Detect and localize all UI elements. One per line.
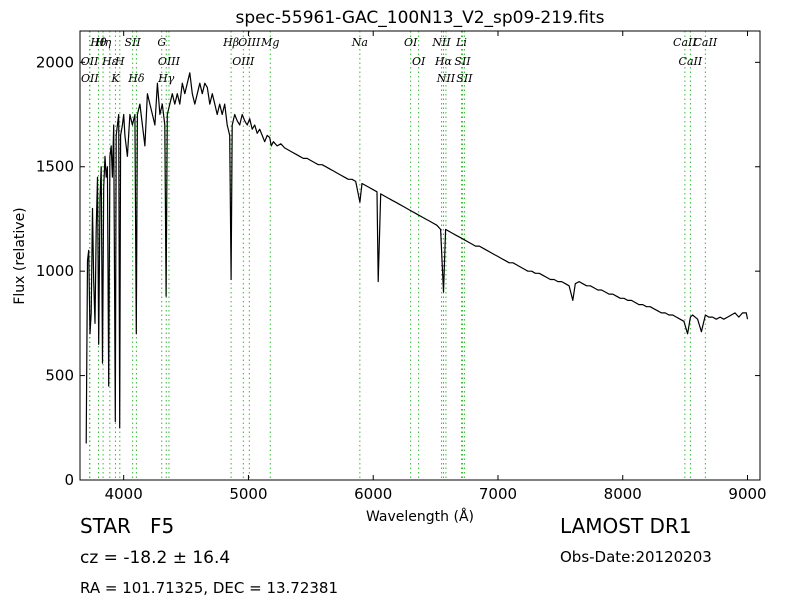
line-label: OI <box>404 36 418 49</box>
axis-ticks: 4000 5000 6000 7000 8000 9000 0 500 1000 1500 2000 <box>36 31 767 503</box>
line-label: Mg <box>260 36 279 49</box>
line-label: OIII <box>158 55 181 68</box>
line-label: Hγ <box>157 72 175 85</box>
x-tick-label: 4000 <box>105 485 143 503</box>
line-label: Li <box>455 36 467 49</box>
line-label: SII <box>454 55 471 68</box>
x-tick-label: 7000 <box>479 485 517 503</box>
line-label: OII <box>81 72 99 85</box>
chart-title: spec-55961-GAC_100N13_V2_sp09-219.fits <box>235 8 604 28</box>
line-label: Hη <box>94 36 112 49</box>
line-label: OI <box>412 55 426 68</box>
plot-frame <box>79 30 761 481</box>
line-label: SII <box>125 36 142 49</box>
line-label: NII <box>431 36 451 49</box>
x-tick-label: 6000 <box>354 485 392 503</box>
y-tick-label: 1000 <box>36 262 74 280</box>
line-label: Hβ <box>222 36 239 49</box>
line-label: Hε <box>101 55 118 68</box>
line-label: CaII <box>694 36 718 49</box>
x-tick-label: 9000 <box>728 485 766 503</box>
y-tick-label: 2000 <box>36 53 74 71</box>
line-marker-group <box>89 31 706 480</box>
x-axis-label: Wavelength (Å) <box>366 508 474 525</box>
line-label: H <box>114 55 125 68</box>
line-label: Hθ <box>89 36 107 49</box>
y-tick-label: 1500 <box>36 158 74 176</box>
x-tick-label: 8000 <box>604 485 642 503</box>
line-label: OIII <box>232 55 255 68</box>
y-axis-label: Flux (relative) <box>12 207 28 304</box>
line-label: Na <box>351 36 368 49</box>
survey-label: LAMOST DR1 <box>560 514 692 538</box>
observation-date-label: Obs-Date:20120203 <box>560 548 712 566</box>
line-label: NII <box>436 72 456 85</box>
series-group <box>85 72 749 444</box>
object-class-label: STAR F5 <box>80 514 175 538</box>
line-label: K <box>110 72 120 85</box>
spectrum-line <box>85 72 749 444</box>
line-label: OIII <box>238 36 261 49</box>
coordinates-label: RA = 101.71325, DEC = 13.72381 <box>80 579 339 597</box>
line-label: Hδ <box>127 72 145 85</box>
x-tick-label: 5000 <box>229 485 267 503</box>
line-label: Hα <box>434 55 453 68</box>
line-label: CaII <box>679 55 703 68</box>
line-label: CaII <box>673 36 697 49</box>
line-label: SII <box>456 72 473 85</box>
line-label: G <box>157 36 166 49</box>
redshift-label: cz = -18.2 ± 16.4 <box>80 548 231 568</box>
y-tick-label: 0 <box>64 471 74 489</box>
line-label: OII <box>81 55 99 68</box>
y-tick-label: 500 <box>45 367 74 385</box>
